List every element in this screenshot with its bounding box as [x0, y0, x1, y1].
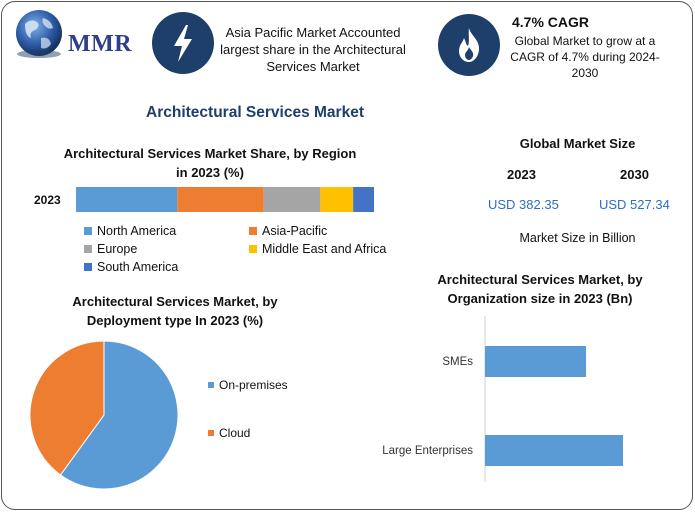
legend-label: Middle East and Africa [262, 242, 387, 256]
org-bar [485, 435, 623, 466]
region-legend-item: Europe [84, 242, 137, 256]
legend-swatch [208, 430, 214, 436]
region-bar-segment [353, 187, 374, 212]
legend-swatch [249, 227, 257, 235]
brand-logo-text: MMR [68, 31, 133, 57]
region-bar-category-label: 2023 [34, 193, 61, 207]
pie-legend-item: Cloud [208, 426, 250, 440]
legend-label: Cloud [219, 426, 251, 440]
legend-label: On-premises [219, 378, 288, 392]
legend-label: North America [97, 224, 177, 238]
legend-swatch [208, 382, 214, 388]
org-category-label: SMEs [442, 356, 473, 368]
region-legend-item: Middle East and Africa [249, 242, 386, 256]
legend-label: Asia-Pacific [262, 224, 328, 238]
region-stacked-bar-chart: 2023 [34, 187, 374, 212]
org-bar [485, 346, 587, 377]
region-chart-title: Architectural Services Market Share, by … [63, 146, 357, 180]
flame-badge [438, 14, 500, 76]
asia-pacific-note: Asia Pacific Market Accounted largest sh… [220, 25, 406, 74]
cagr-title: 4.7% CAGR [512, 14, 590, 30]
legend-label: South America [97, 260, 179, 274]
lightning-badge [152, 12, 214, 74]
region-bar-segment [263, 187, 321, 212]
region-bar-segment [76, 187, 178, 212]
region-bar-segment [320, 187, 354, 212]
region-legend-item: South America [84, 260, 178, 274]
region-legend-item: Asia-Pacific [249, 224, 327, 238]
legend-swatch [84, 245, 92, 253]
organization-bar-chart: SMEs Large Enterprises [382, 316, 623, 482]
cagr-description: Global Market to grow at a CAGR of 4.7% … [510, 34, 660, 80]
pie-slice [29, 340, 105, 476]
pie-slice [59, 340, 179, 490]
global-market-size-title: Global Market Size [519, 136, 636, 151]
market-value-2023: USD 382.35 [488, 197, 559, 212]
legend-swatch [249, 245, 257, 253]
legend-label: Europe [97, 242, 138, 256]
org-category-label: Large Enterprises [382, 445, 473, 457]
legend-swatch [84, 227, 92, 235]
flame-icon [459, 28, 480, 62]
deployment-chart-title: Architectural Services Market, by Deploy… [72, 294, 278, 328]
market-value-2030: USD 527.34 [599, 197, 670, 212]
year-2030-label: 2030 [620, 167, 649, 182]
year-2023-label: 2023 [507, 167, 536, 182]
globe-logo-icon [16, 10, 62, 58]
deployment-pie-chart [29, 340, 179, 490]
pie-legend-item: On-premises [208, 378, 288, 392]
legend-swatch [84, 263, 92, 271]
main-title: Architectural Services Market [146, 104, 364, 121]
market-size-unit: Market Size in Billion [519, 231, 636, 245]
region-bar-segment [177, 187, 264, 212]
region-legend-item: North America [84, 224, 176, 238]
organization-chart-title: Architectural Services Market, by Organi… [437, 272, 643, 306]
lightning-icon [174, 25, 192, 62]
